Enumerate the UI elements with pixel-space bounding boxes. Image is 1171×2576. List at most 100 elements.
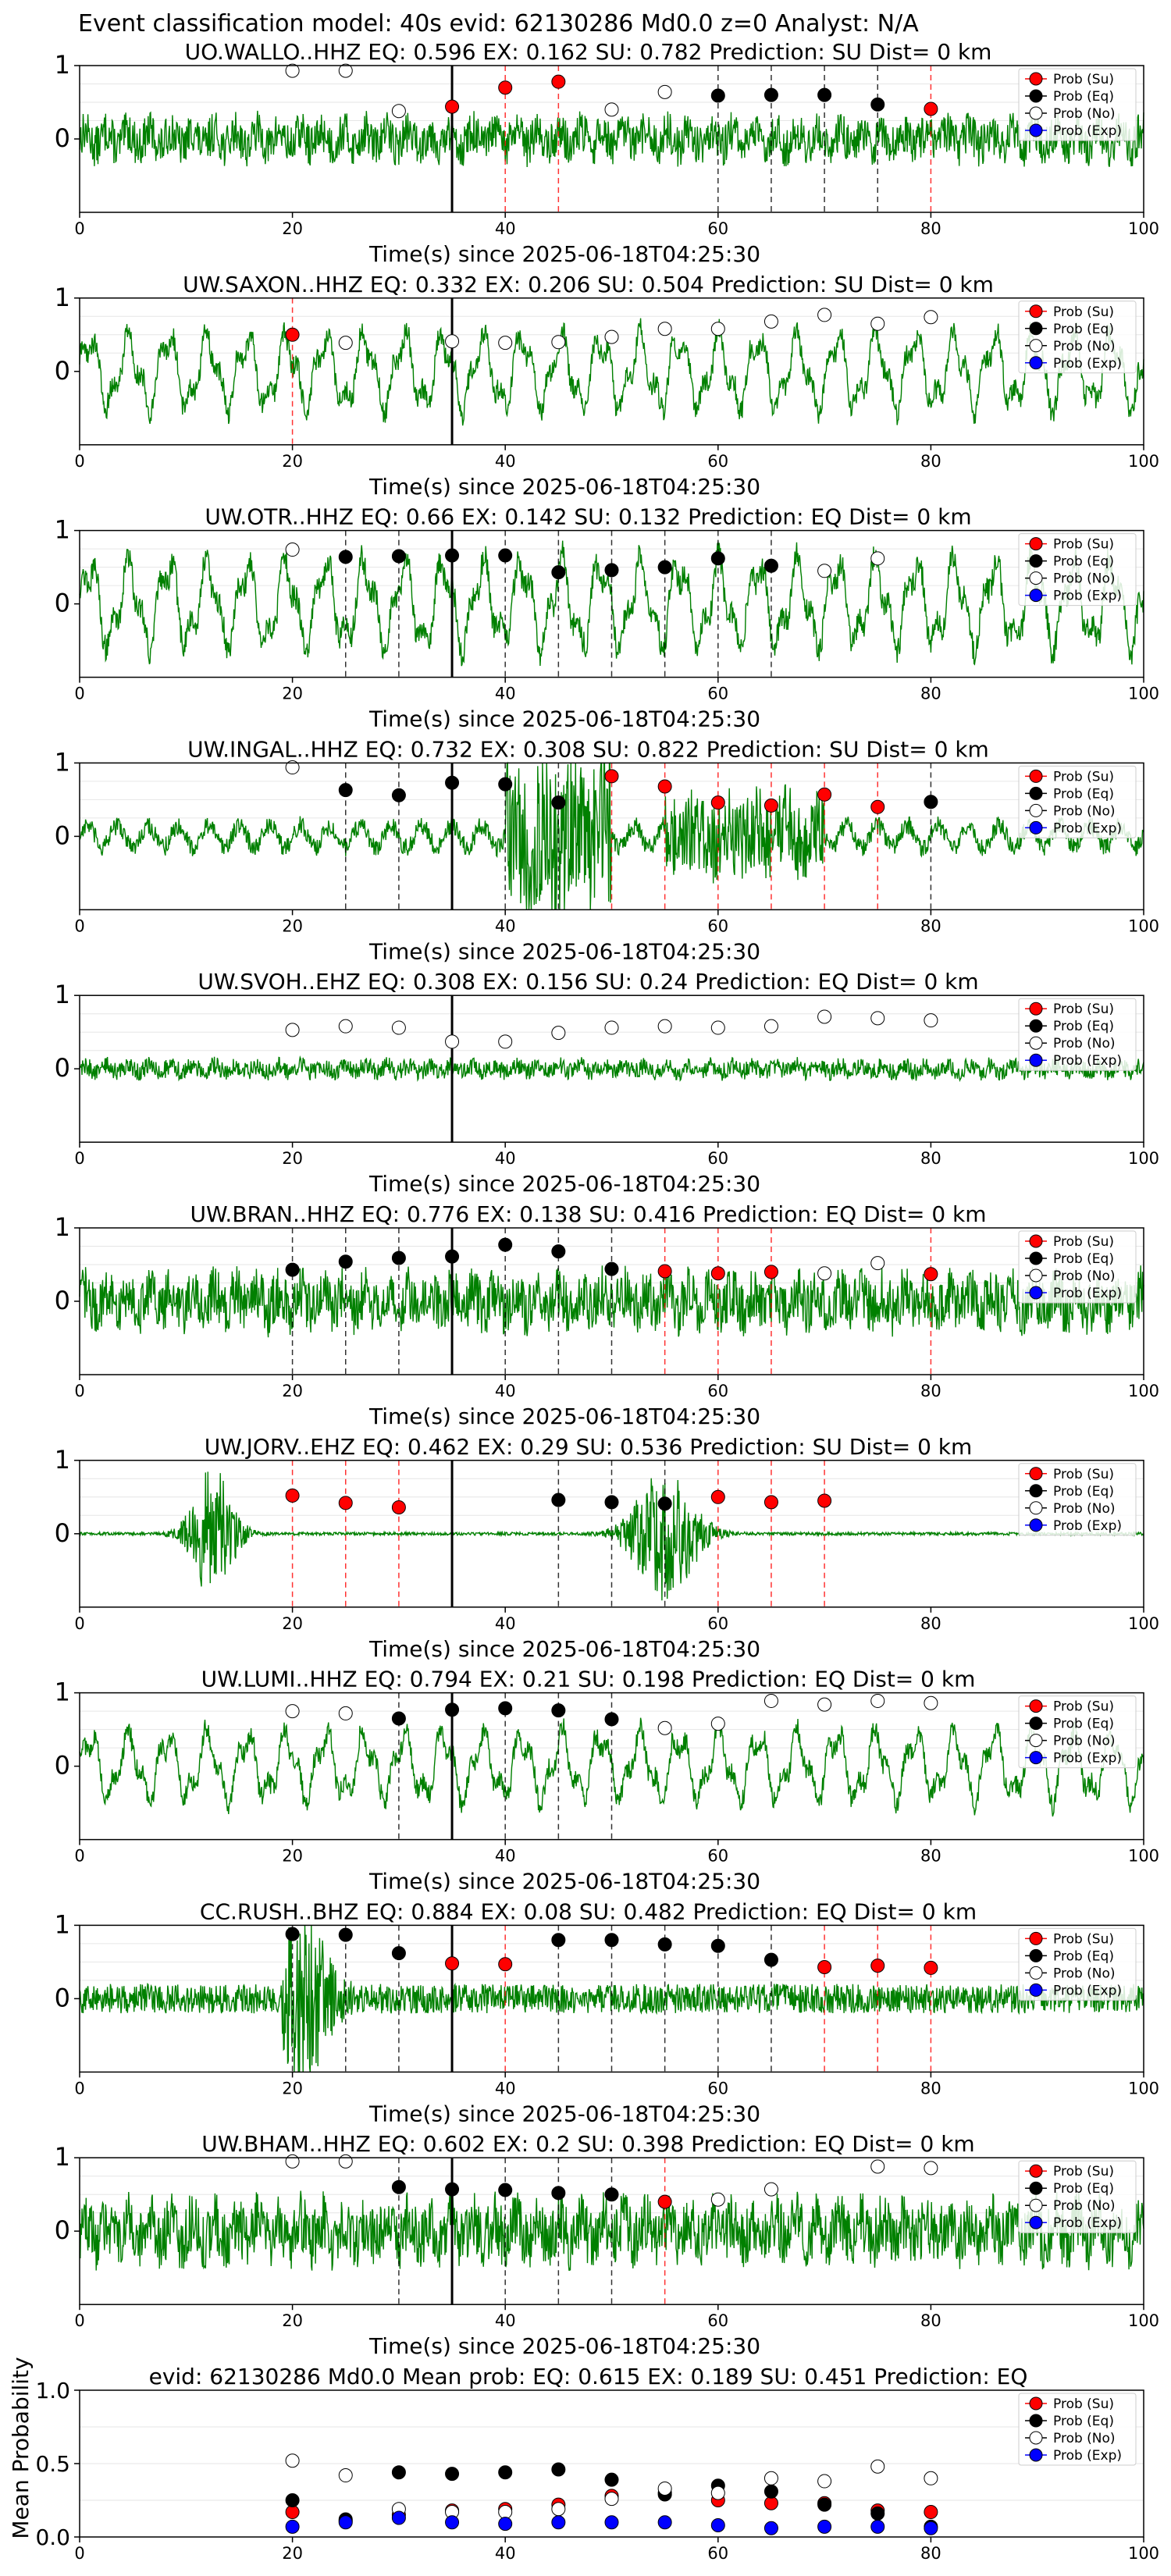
legend-box [1018, 998, 1137, 1071]
legend-label: Prob (No) [1053, 1036, 1116, 1051]
prob-point-no [285, 543, 300, 557]
x-tick-label: 0 [74, 452, 84, 471]
legend-label: Prob (Exp) [1053, 820, 1122, 836]
x-tick-label: 60 [707, 219, 728, 238]
prob-point-no [657, 1019, 672, 1034]
x-tick-label: 20 [282, 916, 303, 935]
x-tick-label: 20 [282, 1847, 303, 1866]
x-tick-label: 0 [74, 1614, 84, 1633]
x-tick-label: 60 [707, 916, 728, 935]
x-tick-label: 0 [74, 2311, 84, 2330]
x-tick-label: 20 [282, 1614, 303, 1633]
mean-point-eq [870, 2506, 885, 2521]
legend-box [1018, 2393, 1137, 2466]
x-tick-label: 0 [74, 916, 84, 935]
x-tick-label: 40 [495, 1382, 516, 1400]
x-tick-label: 80 [920, 1847, 941, 1866]
x-tick-label: 80 [920, 1149, 941, 1168]
mean-point-exp [551, 2515, 566, 2530]
mean-point-no [710, 2485, 725, 2500]
legend-marker [1029, 2431, 1043, 2445]
x-tick-label: 80 [920, 219, 941, 238]
mean-point-eq [445, 2467, 460, 2482]
y-tick-label: 1 [55, 283, 70, 312]
prob-point-no [551, 335, 566, 350]
prob-point-su [498, 1957, 513, 1972]
mean-point-no [817, 2474, 832, 2489]
panel-title: UW.BHAM..HHZ EQ: 0.602 EX: 0.2 SU: 0.398… [201, 2131, 974, 2157]
prob-point-eq [391, 1946, 406, 1961]
legend-marker [1029, 1251, 1043, 1265]
legend-marker [1029, 1948, 1043, 1962]
prob-point-no [924, 1013, 938, 1028]
panel-title: UW.SAXON..HHZ EQ: 0.332 EX: 0.206 SU: 0.… [183, 272, 994, 297]
mean-point-su [763, 2496, 778, 2510]
x-axis-label: Time(s) since 2025-06-18T04:25:30 [368, 474, 760, 500]
legend-marker [1029, 1966, 1043, 1980]
x-tick-label: 60 [707, 1382, 728, 1400]
mean-point-exp [391, 2510, 406, 2525]
panel-title: UO.WALLO..HHZ EQ: 0.596 EX: 0.162 SU: 0.… [185, 39, 992, 65]
legend-marker [1029, 1286, 1043, 1300]
x-axis-label: Time(s) since 2025-06-18T04:25:30 [368, 706, 760, 732]
prob-point-no [870, 2159, 885, 2174]
panel-10: 0 20 40 60 80 100 1 0 UW.BHAM..HHZ EQ: 0.602 EX:… [55, 2131, 1159, 2359]
mean-point-no [338, 2468, 353, 2483]
legend-label: Prob (Exp) [1053, 356, 1122, 372]
prob-point-no [817, 308, 832, 322]
legend-label: Prob (No) [1053, 339, 1116, 354]
prob-point-su [391, 1500, 406, 1514]
legend-label: Prob (Exp) [1053, 2215, 1122, 2231]
legend: Prob (Su)Prob (Eq)Prob (No)Prob (Exp) [1018, 2160, 1137, 2233]
prob-point-eq [391, 549, 406, 564]
prob-point-eq [604, 1495, 619, 1510]
waveform-trace [79, 318, 1144, 426]
prob-point-no [763, 1019, 778, 1034]
legend-box [1018, 1695, 1137, 1769]
prob-point-su [710, 1266, 725, 1281]
mean-point-exp [924, 2521, 938, 2535]
y-tick-label: 0 [55, 589, 70, 618]
mean-point-exp [338, 2515, 353, 2530]
y-tick-label: 0 [55, 356, 70, 386]
prob-point-no [338, 1019, 353, 1034]
legend-marker [1029, 1699, 1043, 1713]
prob-point-no [445, 334, 460, 349]
legend: Prob (Su)Prob (Eq)Prob (No)Prob (Exp) [1018, 1463, 1137, 1536]
mean-point-no [657, 2481, 672, 2496]
x-tick-label: 60 [707, 685, 728, 703]
x-tick-label: 100 [1128, 916, 1159, 935]
legend-label: Prob (Eq) [1053, 1948, 1114, 1964]
prob-point-eq [604, 563, 619, 578]
legend: Prob (Su)Prob (Eq)Prob (No)Prob (Exp) [1018, 998, 1137, 1071]
legend-label: Prob (Su) [1053, 72, 1114, 87]
legend-label: Prob (No) [1053, 571, 1116, 587]
prob-point-no [870, 1256, 885, 1271]
x-tick-label: 40 [495, 2079, 516, 2097]
prob-point-su [285, 1488, 300, 1503]
axes-frame [79, 297, 1144, 446]
mean-point-eq [817, 2497, 832, 2512]
legend-marker [1029, 106, 1043, 120]
x-tick-label: 80 [920, 685, 941, 703]
x-tick-label: 40 [495, 1847, 516, 1866]
prob-point-no [763, 1693, 778, 1708]
waveform-trace [79, 110, 1144, 168]
prob-point-eq [498, 548, 513, 563]
panel-title: CC.RUSH..BHZ EQ: 0.884 EX: 0.08 SU: 0.48… [200, 1898, 977, 1924]
x-tick-label: 100 [1128, 2079, 1159, 2097]
legend-marker [1029, 1931, 1043, 1945]
legend-label: Prob (Eq) [1053, 1019, 1114, 1034]
legend-box [1018, 765, 1137, 838]
prob-point-no [391, 1020, 406, 1035]
x-tick-label: 40 [495, 2311, 516, 2330]
panel-4: 0 20 40 60 80 100 1 0 UW.INGAL..HHZ EQ: 0.732 EX… [55, 736, 1159, 964]
legend-marker [1029, 1002, 1043, 1016]
panel-6: 0 20 40 60 80 100 1 0 UW.BRAN..HHZ EQ: 0.776 EX:… [55, 1201, 1159, 1429]
panels: 0 20 40 60 80 100 1 0 UO.WALLO..HHZ EQ: 0.596 EX… [8, 39, 1159, 2563]
legend-box [1018, 68, 1137, 141]
y-tick-label: 0 [55, 1983, 70, 2012]
x-tick-label: 20 [282, 685, 303, 703]
prob-point-no [870, 316, 885, 331]
